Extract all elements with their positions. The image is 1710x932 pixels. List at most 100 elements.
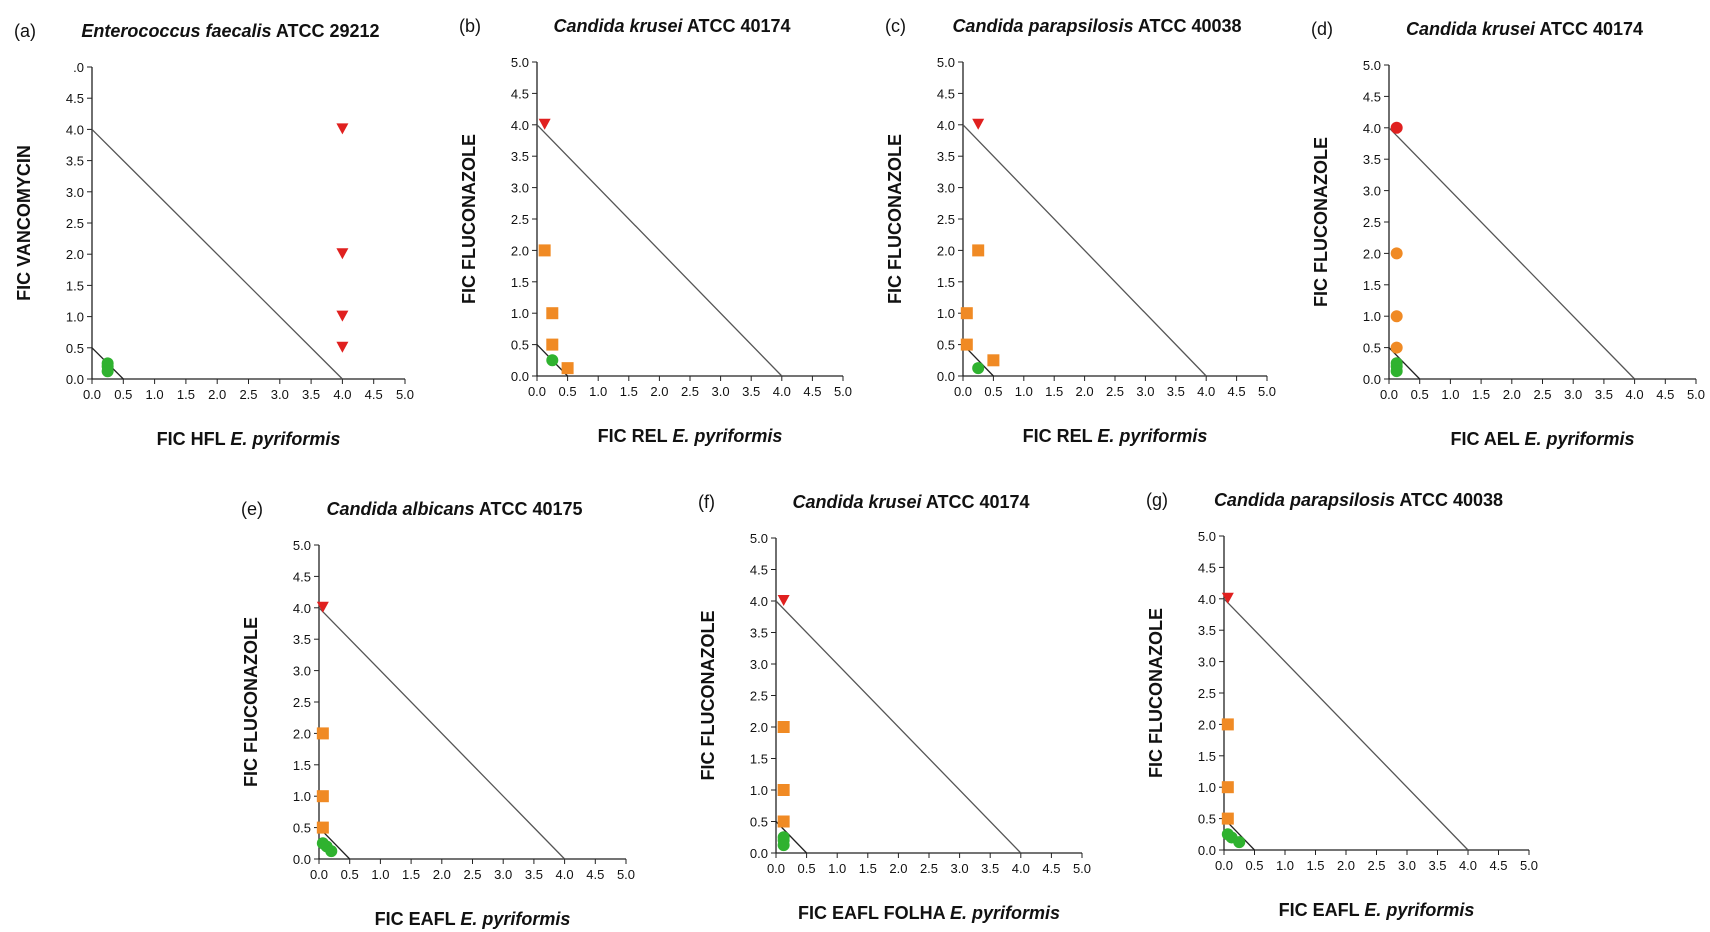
data-point-triangle [538, 118, 551, 130]
y-tick-label: 5.0 [750, 531, 768, 546]
x-tick-label: 4.0 [1012, 861, 1030, 876]
x-tick-label: 5.0 [1687, 387, 1705, 402]
title-species: Candida krusei [792, 492, 922, 512]
y-tick-label: 0.0 [937, 369, 955, 384]
data-point-square [777, 815, 790, 828]
y-tick-label: 2.5 [1198, 686, 1216, 701]
x-axis-label-text: FIC EAFL [375, 909, 461, 929]
x-tick-label: 3.0 [271, 387, 289, 402]
x-tick-label: 2.5 [1106, 384, 1124, 399]
y-tick-label: 0.5 [66, 341, 84, 356]
title-species: Candida albicans [326, 499, 474, 519]
panel-title: Candida krusei ATCC 40174 [792, 492, 1029, 512]
isobole-line [536, 124, 783, 377]
x-tick-label: 4.5 [1228, 384, 1246, 399]
panel-title: Candida parapsilosis ATCC 40038 [1214, 490, 1503, 510]
isobole-line [775, 600, 1022, 854]
y-tick-label: 3.5 [66, 154, 84, 169]
y-tick-label: 1.5 [511, 275, 529, 290]
data-point-square [316, 821, 329, 834]
data-point-circle [325, 845, 338, 858]
y-tick-label: 3.0 [1363, 184, 1381, 199]
x-tick-label: 3.0 [951, 861, 969, 876]
y-tick-label: 1.0 [66, 310, 84, 325]
y-tick-label: 5.0 [937, 55, 955, 70]
x-axis-label-species: E. pyriformis [230, 429, 340, 449]
x-tick-label: 5.0 [1258, 384, 1276, 399]
x-tick-label: 0.0 [1380, 387, 1398, 402]
title-strain: ATCC 40174 [922, 492, 1030, 512]
y-tick-label: 3.0 [66, 185, 84, 200]
title-strain: ATCC 40174 [683, 16, 791, 36]
y-tick-label: 0.0 [511, 369, 529, 384]
isobole-line [962, 124, 1207, 377]
title-strain: ATCC 29212 [272, 21, 380, 41]
x-tick-label: 2.0 [650, 384, 668, 399]
y-tick-label: 2.5 [511, 212, 529, 227]
title-strain: ATCC 40175 [475, 499, 583, 519]
data-point-circle [101, 365, 114, 378]
y-tick-label: .0 [73, 60, 84, 75]
x-tick-label: 0.5 [1411, 387, 1429, 402]
y-tick-label: 1.0 [293, 789, 311, 804]
y-tick-label: 2.0 [293, 726, 311, 741]
isobole-line [1388, 127, 1636, 380]
data-point-circle [972, 362, 985, 375]
x-axis-label-species: E. pyriformis [672, 426, 782, 446]
x-tick-label: 3.0 [712, 384, 730, 399]
x-axis-label-species: E. pyriformis [1524, 429, 1634, 449]
x-tick-label: 5.0 [396, 387, 414, 402]
x-tick-label: 0.0 [528, 384, 546, 399]
data-point-square [561, 362, 574, 375]
y-axis-label: FIC FLUCONAZOLE [1146, 608, 1166, 778]
y-tick-label: 2.0 [1363, 246, 1381, 261]
y-tick-label: 4.5 [750, 563, 768, 578]
x-tick-label: 2.0 [1076, 384, 1094, 399]
data-point-circle [1390, 121, 1403, 134]
y-tick-label: 2.0 [1198, 717, 1216, 732]
y-tick-label: 4.5 [937, 86, 955, 101]
x-tick-label: 1.0 [1015, 384, 1033, 399]
panel-title: Candida parapsilosis ATCC 40038 [952, 16, 1241, 36]
data-point-square [777, 721, 790, 733]
data-point-triangle [336, 310, 349, 322]
axes: 0.0 0.5 1.0 1.5 2.0 2.5 3.0 3.5 4.0 4.5 5.0 0.0 0.5 1… [1363, 58, 1705, 402]
x-axis-label: FIC AEL E. pyriformis [1450, 429, 1634, 449]
y-tick-label: 3.0 [293, 664, 311, 679]
x-tick-label: 5.0 [1073, 861, 1091, 876]
y-tick-label: 0.5 [511, 338, 529, 353]
y-tick-label: 5.0 [1363, 58, 1381, 73]
data-point-square [316, 790, 329, 803]
title-species: Candida parapsilosis [1214, 490, 1395, 510]
x-tick-label: 3.5 [1167, 384, 1185, 399]
x-tick-label: 2.0 [1503, 387, 1521, 402]
x-tick-label: 1.0 [828, 861, 846, 876]
panel-letter: (e) [241, 499, 263, 519]
y-tick-label: 4.5 [511, 86, 529, 101]
y-tick-label: 0.5 [937, 338, 955, 353]
x-tick-label: 1.0 [589, 384, 607, 399]
y-tick-label: 1.0 [511, 306, 529, 321]
x-axis-label-text: FIC REL [1023, 426, 1098, 446]
x-tick-label: 3.5 [1595, 387, 1613, 402]
data-point-triangle [1221, 592, 1234, 604]
axes: 0.0 0.5 1.0 1.5 2.0 2.5 3.0 3.5 4.0 4.5 5.0 0.0 0.5 1… [1198, 529, 1538, 873]
title-strain: ATCC 40038 [1395, 490, 1503, 510]
y-tick-label: 2.5 [66, 216, 84, 231]
y-tick-label: 0.5 [293, 821, 311, 836]
y-tick-label: 3.5 [937, 149, 955, 164]
x-tick-label: 0.5 [984, 384, 1002, 399]
y-tick-label: 0.5 [750, 815, 768, 830]
x-tick-label: 4.0 [333, 387, 351, 402]
x-axis-label: FIC EAFL E. pyriformis [1279, 900, 1475, 920]
x-tick-label: 2.5 [920, 861, 938, 876]
data-point-square [960, 338, 973, 351]
y-tick-label: 4.0 [937, 118, 955, 133]
x-axis-label: FIC REL E. pyriformis [598, 426, 783, 446]
y-tick-label: 4.0 [1198, 592, 1216, 607]
axes: 0.0 0.5 1.0 1.5 2.0 2.5 3.0 3.5 4.0 4.5 5.0 0.0 0.5 1… [750, 531, 1091, 876]
y-tick-label: 4.0 [511, 118, 529, 133]
